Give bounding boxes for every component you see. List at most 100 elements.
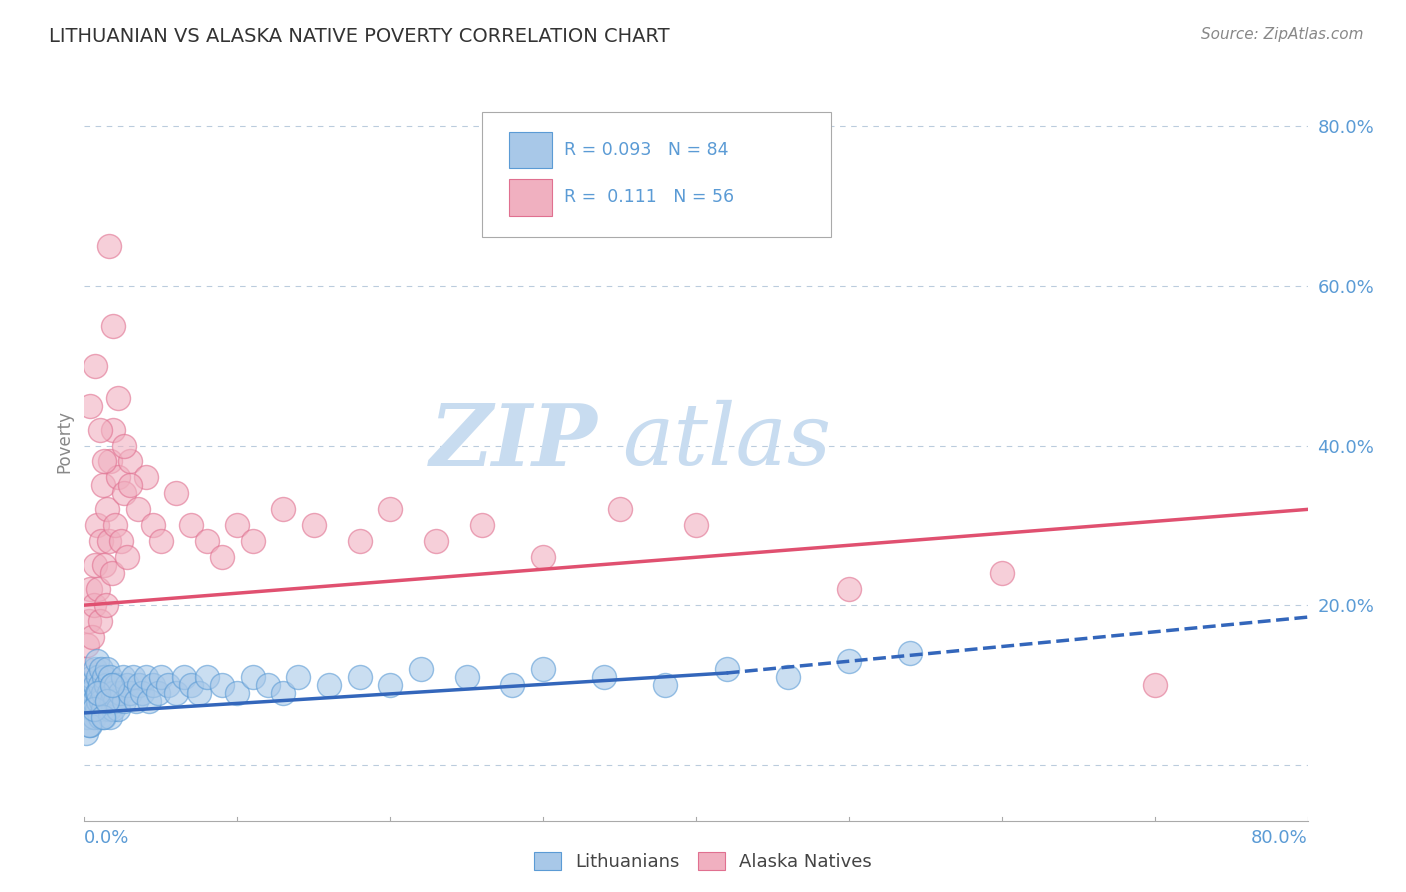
Bar bbox=[509, 132, 551, 169]
Point bbox=[318, 678, 340, 692]
Legend: Lithuanians, Alaska Natives: Lithuanians, Alaska Natives bbox=[527, 845, 879, 879]
Point bbox=[76, 638, 98, 652]
Point bbox=[349, 670, 371, 684]
Point bbox=[287, 670, 309, 684]
Point bbox=[271, 502, 294, 516]
Point bbox=[104, 694, 127, 708]
Point bbox=[110, 534, 132, 549]
Point bbox=[257, 678, 280, 692]
Point bbox=[101, 566, 124, 581]
Point bbox=[93, 670, 115, 684]
Point bbox=[302, 518, 325, 533]
Point bbox=[93, 558, 115, 573]
Point bbox=[83, 702, 105, 716]
Point bbox=[226, 518, 249, 533]
Point bbox=[87, 686, 110, 700]
Point bbox=[111, 670, 134, 684]
Point bbox=[79, 582, 101, 597]
Point bbox=[75, 662, 97, 676]
Point bbox=[142, 518, 165, 533]
Point bbox=[135, 670, 157, 684]
Point bbox=[83, 710, 105, 724]
Point bbox=[991, 566, 1014, 581]
Point bbox=[211, 550, 233, 565]
Bar bbox=[509, 179, 551, 216]
Point bbox=[103, 423, 125, 437]
Point bbox=[90, 534, 112, 549]
Point bbox=[165, 486, 187, 500]
Point bbox=[86, 654, 108, 668]
Point bbox=[122, 670, 145, 684]
Point bbox=[120, 686, 142, 700]
Point bbox=[91, 686, 114, 700]
Point bbox=[195, 670, 218, 684]
Point bbox=[609, 502, 631, 516]
Point bbox=[96, 502, 118, 516]
Point bbox=[80, 670, 103, 684]
Point bbox=[380, 502, 402, 516]
Point bbox=[115, 550, 138, 565]
Point bbox=[776, 670, 799, 684]
Point bbox=[349, 534, 371, 549]
Point bbox=[409, 662, 432, 676]
Point bbox=[97, 534, 120, 549]
Point bbox=[91, 702, 114, 716]
Text: ZIP: ZIP bbox=[430, 400, 598, 483]
Point bbox=[120, 454, 142, 468]
Point bbox=[112, 438, 135, 452]
Point bbox=[86, 518, 108, 533]
Point bbox=[180, 678, 202, 692]
Point bbox=[79, 399, 101, 413]
Text: R = 0.093   N = 84: R = 0.093 N = 84 bbox=[564, 141, 728, 159]
Text: 0.0%: 0.0% bbox=[84, 829, 129, 847]
Point bbox=[195, 534, 218, 549]
Point bbox=[97, 686, 120, 700]
Point bbox=[127, 502, 149, 516]
Point bbox=[242, 670, 264, 684]
Point bbox=[83, 694, 105, 708]
Point bbox=[188, 686, 211, 700]
Point bbox=[149, 534, 172, 549]
Point bbox=[97, 702, 120, 716]
Point bbox=[685, 518, 707, 533]
Point bbox=[105, 678, 128, 692]
Point bbox=[96, 694, 118, 708]
Point bbox=[93, 454, 115, 468]
Point bbox=[146, 686, 169, 700]
Y-axis label: Poverty: Poverty bbox=[55, 410, 73, 473]
Point bbox=[173, 670, 195, 684]
Point bbox=[87, 694, 110, 708]
Point bbox=[84, 558, 107, 573]
Text: 80.0%: 80.0% bbox=[1251, 829, 1308, 847]
Point bbox=[89, 423, 111, 437]
Point bbox=[107, 391, 129, 405]
Point bbox=[86, 702, 108, 716]
Point bbox=[502, 678, 524, 692]
Point bbox=[142, 678, 165, 692]
Point bbox=[211, 678, 233, 692]
Point bbox=[98, 710, 121, 724]
Point bbox=[138, 694, 160, 708]
Point bbox=[96, 694, 118, 708]
Point bbox=[380, 678, 402, 692]
Text: LITHUANIAN VS ALASKA NATIVE POVERTY CORRELATION CHART: LITHUANIAN VS ALASKA NATIVE POVERTY CORR… bbox=[49, 27, 669, 45]
Point bbox=[89, 678, 111, 692]
Point bbox=[593, 670, 616, 684]
Point bbox=[77, 614, 100, 628]
Text: atlas: atlas bbox=[623, 401, 832, 483]
Point bbox=[91, 478, 114, 492]
Point bbox=[131, 686, 153, 700]
Point bbox=[456, 670, 478, 684]
Point bbox=[91, 710, 114, 724]
Text: R =  0.111   N = 56: R = 0.111 N = 56 bbox=[564, 188, 734, 206]
Point bbox=[107, 470, 129, 484]
Point bbox=[94, 678, 117, 692]
Point bbox=[531, 662, 554, 676]
Point bbox=[84, 678, 107, 692]
Point bbox=[128, 678, 150, 692]
Point bbox=[98, 454, 121, 468]
Point bbox=[1143, 678, 1166, 692]
Text: Source: ZipAtlas.com: Source: ZipAtlas.com bbox=[1201, 27, 1364, 42]
Point bbox=[90, 662, 112, 676]
Point bbox=[112, 486, 135, 500]
